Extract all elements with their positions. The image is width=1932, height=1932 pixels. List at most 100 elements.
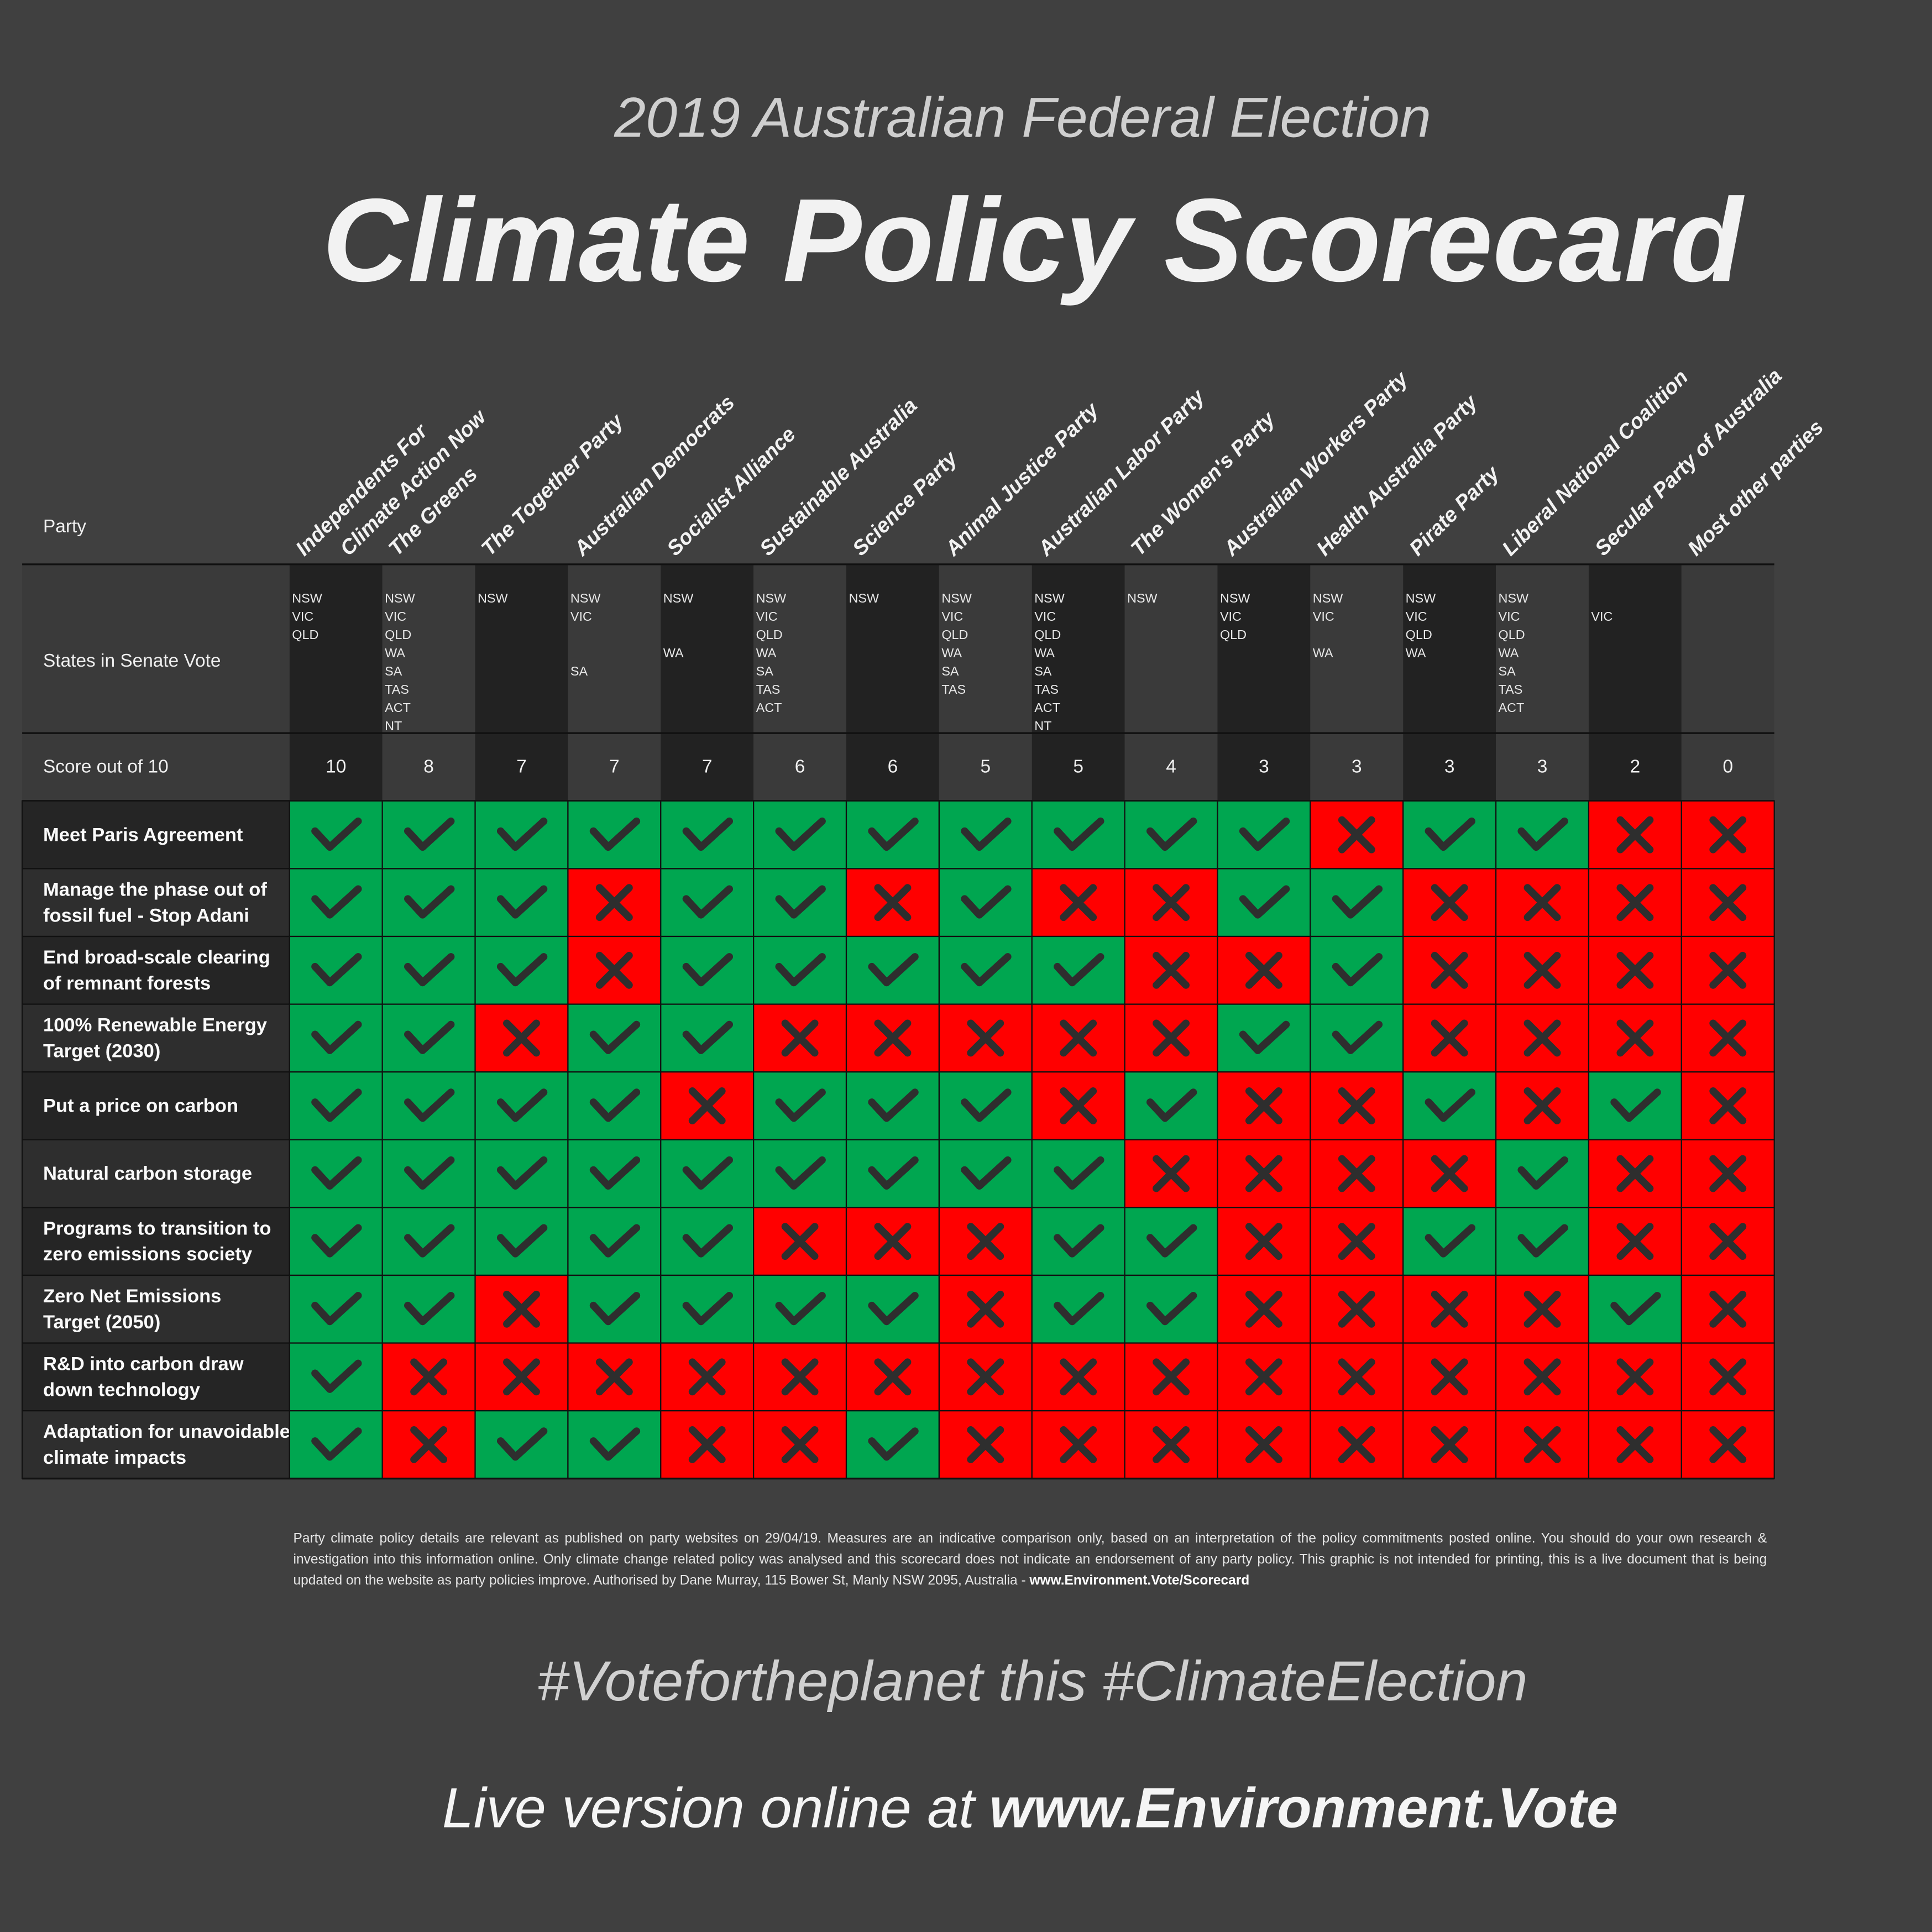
score-label: Score out of 10 [43, 757, 169, 777]
check-cell [938, 1139, 1033, 1208]
cell-bg [289, 868, 383, 938]
cross-cell [1588, 1207, 1682, 1276]
row-label: Programs to transition to [43, 1218, 271, 1239]
cell-bg [938, 868, 1033, 938]
cell-bg [938, 1071, 1033, 1140]
states-cell [1588, 564, 1682, 734]
cross-cell [1680, 1342, 1775, 1412]
cross-cell [938, 1410, 1033, 1479]
check [682, 817, 734, 851]
check [496, 817, 548, 851]
cross [1709, 1223, 1747, 1260]
party-label: Party [43, 516, 86, 537]
cross-cell [938, 1003, 1033, 1073]
check [1054, 1156, 1104, 1190]
check-cell [567, 1274, 662, 1344]
state: WA [1034, 646, 1055, 660]
check-cell [845, 1071, 940, 1140]
state: NSW [663, 591, 694, 605]
cell-bg [381, 800, 476, 870]
score-cell [1496, 733, 1589, 801]
states-cell [568, 564, 661, 734]
check-cell [289, 1410, 383, 1479]
cross-cell [1680, 1410, 1775, 1479]
score: 10 [326, 757, 346, 777]
cross-cell [660, 1342, 755, 1412]
check-cell [289, 1207, 383, 1276]
check-cell [660, 868, 755, 938]
row-label-cell [22, 1342, 290, 1412]
cell-bg [1402, 1071, 1497, 1140]
row-label: Zero Net Emissions [43, 1286, 221, 1307]
cross-cell [753, 1207, 847, 1276]
check [589, 1292, 641, 1326]
check [404, 885, 455, 919]
cell-bg [845, 935, 940, 1005]
check [496, 1088, 548, 1122]
check [1425, 1088, 1475, 1122]
cross-cell [753, 1003, 847, 1073]
check-cell [1495, 1139, 1590, 1208]
cross [967, 1426, 1004, 1463]
cross [874, 1019, 912, 1057]
state: SA [1034, 664, 1052, 678]
cross [503, 1019, 540, 1057]
cross-cell [1495, 1071, 1590, 1140]
cross [781, 1358, 819, 1396]
cross [1431, 1019, 1468, 1057]
score: 5 [981, 757, 991, 777]
live-prefix: Live version online at [442, 1776, 977, 1840]
check [1610, 1292, 1661, 1326]
cell-bg [1217, 868, 1311, 938]
cell-bg [845, 1274, 940, 1344]
cross-cell [1124, 868, 1218, 938]
cross [1709, 1019, 1747, 1057]
cross-cell [567, 1342, 662, 1412]
cross [595, 884, 633, 922]
cell-bg [567, 1003, 662, 1073]
cell-bg [289, 935, 383, 1005]
state: ACT [756, 700, 782, 715]
cell-bg [753, 800, 847, 870]
check-cell [660, 800, 755, 870]
cell-bg [660, 868, 755, 938]
cell-bg [1124, 1207, 1218, 1276]
check [682, 885, 734, 919]
cross-cell [1217, 1139, 1311, 1208]
check-cell [1031, 800, 1125, 870]
cross-cell [1402, 1342, 1497, 1412]
score-cell [1681, 733, 1774, 801]
check [1425, 817, 1475, 851]
score-cell [846, 733, 939, 801]
cell-bg [474, 1207, 569, 1276]
check [311, 1359, 362, 1393]
score-label-cell [22, 733, 290, 801]
cross [1153, 1358, 1190, 1396]
check [311, 1156, 362, 1190]
state: SA [756, 664, 774, 678]
cell-bg [1310, 935, 1404, 1005]
cross-cell [845, 868, 940, 938]
cross-cell [1495, 1003, 1590, 1073]
score-cell [661, 733, 754, 801]
check [1054, 1224, 1104, 1258]
check [775, 1156, 826, 1190]
cell-bg [1588, 1274, 1682, 1344]
row-label: down technology [43, 1379, 201, 1400]
cross [1523, 1426, 1561, 1463]
row-label-cell [22, 1207, 290, 1276]
check-cell [381, 1139, 476, 1208]
cross-cell [1588, 935, 1682, 1005]
score-cell [1588, 733, 1682, 801]
check [404, 1224, 455, 1258]
cross-cell [1402, 1410, 1497, 1479]
cross [1709, 816, 1747, 854]
cross [1523, 1358, 1561, 1396]
cross-cell [1588, 868, 1682, 938]
check [311, 1224, 362, 1258]
check [311, 1427, 362, 1461]
check [311, 885, 362, 919]
cell-bg [1402, 1207, 1497, 1276]
cross-cell [1495, 868, 1590, 938]
